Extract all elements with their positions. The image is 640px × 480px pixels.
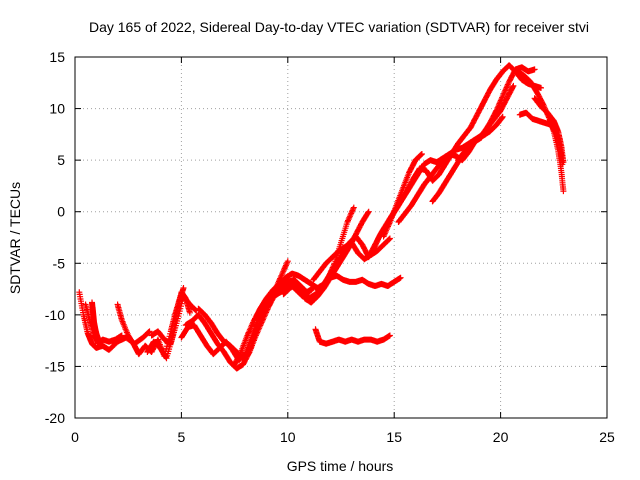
plus-markers [380, 151, 425, 240]
x-tick-label: 15 [386, 429, 402, 445]
plus-markers [531, 95, 567, 166]
y-tick-label: 5 [57, 152, 65, 168]
plus-markers [148, 293, 200, 347]
y-tick-label: -15 [45, 358, 65, 374]
x-tick-label: 20 [493, 429, 509, 445]
x-tick-label: 5 [178, 429, 186, 445]
chart-title: Day 165 of 2022, Sidereal Day-to-day VTE… [89, 19, 589, 35]
x-tick-label: 25 [599, 429, 615, 445]
series-arc-15 [312, 326, 393, 347]
x-tick-label: 0 [71, 429, 79, 445]
series-arc-6 [148, 293, 200, 347]
y-axis-label: SDTVAR / TECUs [7, 182, 23, 294]
data-points [76, 62, 567, 372]
series-arc-3 [89, 299, 104, 347]
plus-markers [89, 299, 104, 347]
y-tick-label: 10 [49, 101, 65, 117]
y-tick-label: 0 [57, 204, 65, 220]
y-tick-label: 15 [49, 49, 65, 65]
plus-markers [312, 326, 393, 347]
x-tick-label: 10 [280, 429, 296, 445]
x-axis-label: GPS time / hours [287, 458, 394, 474]
y-tick-label: -10 [45, 307, 65, 323]
plot-frame [74, 56, 608, 419]
y-tick-label: -5 [53, 255, 66, 271]
series-arc-17 [380, 151, 425, 240]
series-arc-23 [531, 95, 567, 166]
y-tick-label: -20 [45, 410, 65, 426]
